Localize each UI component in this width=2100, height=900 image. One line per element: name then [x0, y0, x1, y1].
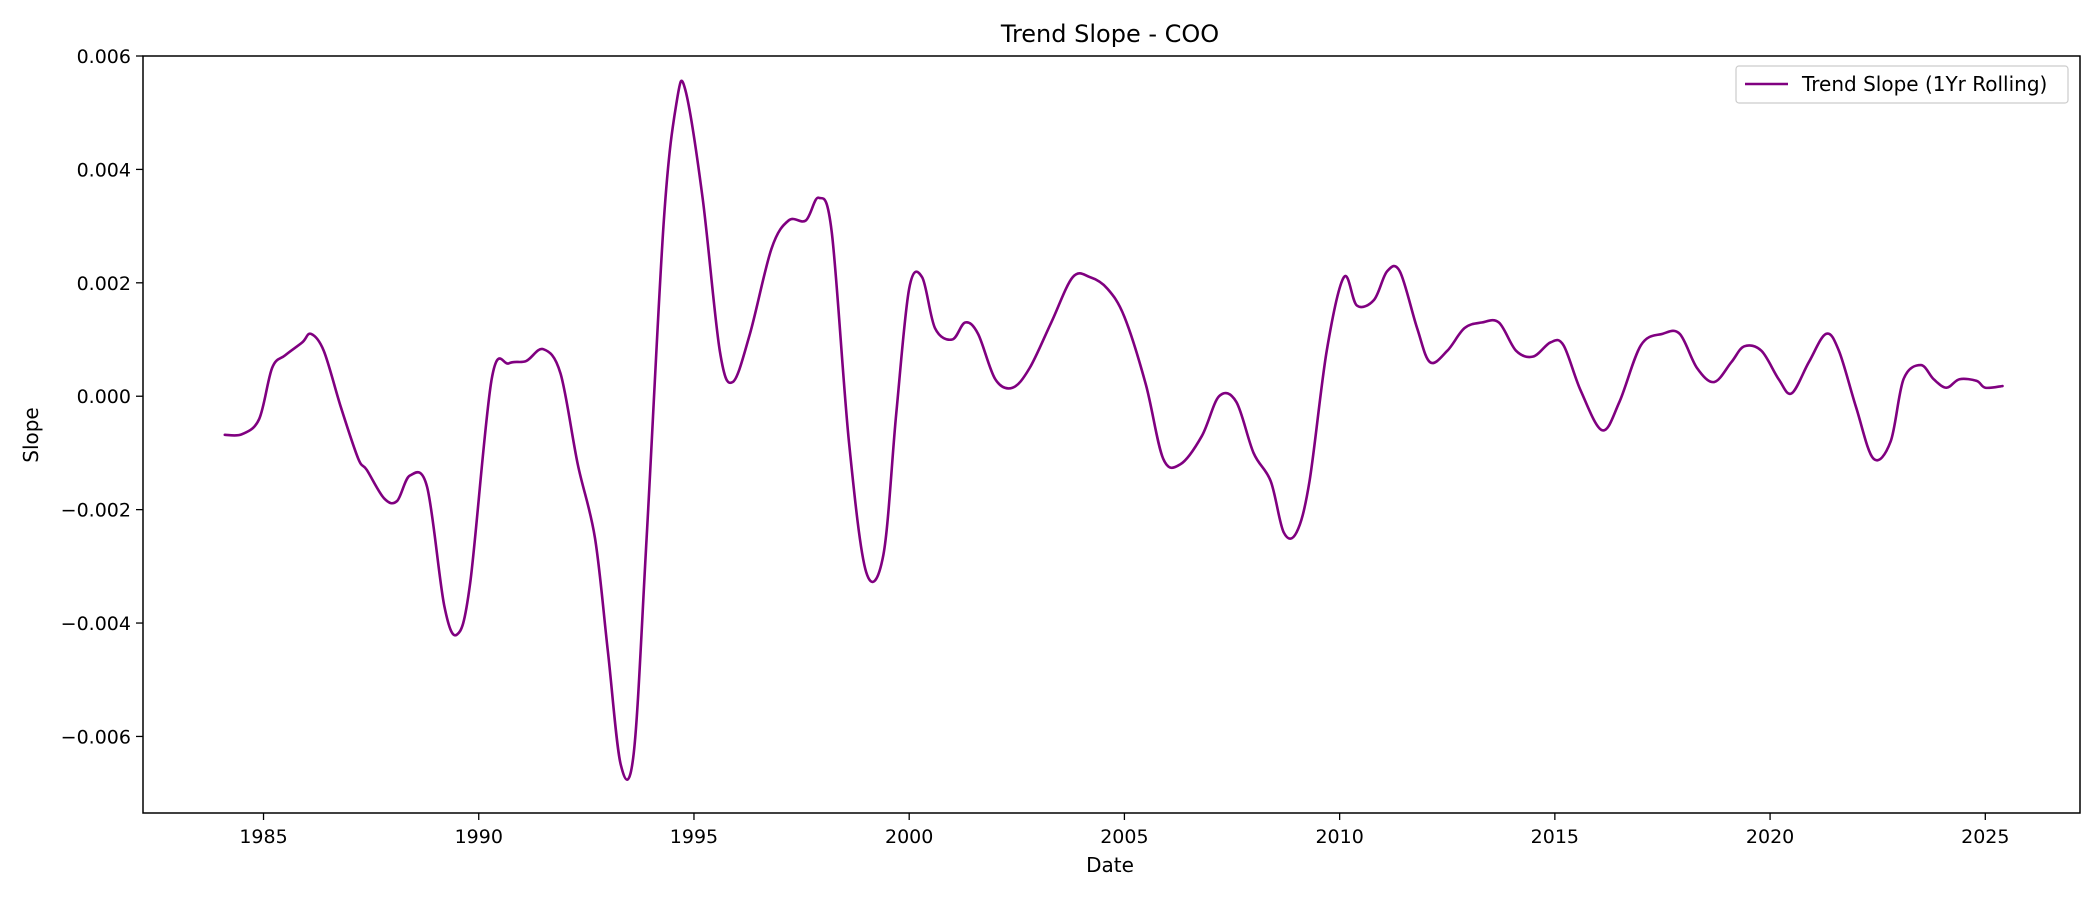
x-tick-label: 2005	[1100, 826, 1148, 848]
legend: Trend Slope (1Yr Rolling)	[1735, 65, 2069, 104]
x-tick-label: 1990	[455, 826, 503, 848]
plot-frame	[142, 55, 2081, 814]
x-tick-label: 2000	[885, 826, 933, 848]
x-tick-label: 2025	[1961, 826, 2009, 848]
legend-box	[1735, 65, 2069, 104]
x-tick-label: 2010	[1315, 826, 1363, 848]
y-tick-label: −0.002	[61, 500, 131, 522]
x-tick-label: 2020	[1746, 826, 1794, 848]
x-axis-label: Date	[1086, 853, 1134, 877]
x-tick-label: 1985	[239, 826, 287, 848]
y-tick-label: −0.004	[61, 613, 131, 635]
x-tick-label: 2015	[1531, 826, 1579, 848]
chart-title: Trend Slope - COO	[1000, 20, 1219, 48]
y-tick-label: 0.004	[77, 159, 131, 181]
y-tick-label: 0.002	[77, 273, 131, 295]
y-axis-label: Slope	[19, 407, 43, 463]
y-tick-label: 0.006	[77, 46, 131, 68]
y-tick-label: 0.000	[77, 386, 131, 408]
series-line-trend-slope	[223, 79, 2004, 781]
y-tick-label: −0.006	[61, 726, 131, 748]
x-tick-label: 1995	[670, 826, 718, 848]
legend-entry-label: Trend Slope (1Yr Rolling)	[1801, 72, 2047, 96]
